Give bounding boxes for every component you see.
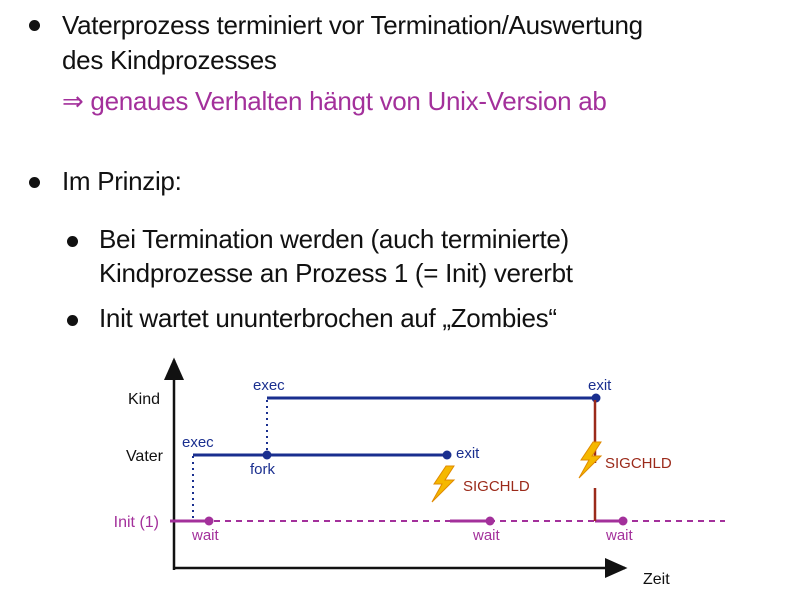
bullet-1-note: ⇒ genaues Verhalten hängt von Unix-Versi… bbox=[62, 86, 607, 116]
row-label-vater: Vater bbox=[126, 448, 164, 465]
vater-exit-label: exit bbox=[456, 445, 480, 462]
bullet-2-text: Im Prinzip: bbox=[62, 166, 182, 196]
wait-dot bbox=[204, 516, 214, 526]
bullet-dot bbox=[29, 177, 40, 188]
row-label-init: Init (1) bbox=[114, 514, 159, 531]
sub-bullet-1-line-2: Kindprozesse an Prozess 1 (= Init) verer… bbox=[99, 258, 573, 288]
wait-dot bbox=[618, 516, 628, 526]
wait-label: wait bbox=[472, 527, 501, 544]
kind-exec-label: exec bbox=[253, 377, 285, 394]
sub-bullet-1-line-1: Bei Termination werden (auch terminierte… bbox=[99, 224, 569, 254]
fork-dot bbox=[262, 450, 272, 460]
sub-bullet-dot bbox=[67, 236, 78, 247]
row-label-kind: Kind bbox=[128, 391, 160, 408]
sub-bullet-2-text: Init wartet ununterbrochen auf „Zombies“ bbox=[99, 303, 557, 333]
lightning-icon bbox=[578, 441, 603, 479]
x-axis-label: Zeit bbox=[643, 571, 670, 588]
bullet-1-line-1: Vaterprozess terminiert vor Termination/… bbox=[62, 10, 643, 40]
vater-exit-dot bbox=[442, 450, 452, 460]
sub-bullet-dot bbox=[67, 315, 78, 326]
sigchld-label: SIGCHLD bbox=[463, 478, 530, 495]
wait-dot bbox=[485, 516, 495, 526]
kind-exit-label: exit bbox=[588, 377, 612, 394]
bullet-dot bbox=[29, 20, 40, 31]
lightning-icon bbox=[431, 465, 456, 503]
wait-label: wait bbox=[191, 527, 220, 544]
fork-label: fork bbox=[250, 461, 276, 478]
vater-exec-label: exec bbox=[182, 434, 214, 451]
bullet-1-line-2: des Kindprozesses bbox=[62, 45, 277, 75]
sigchld-label: SIGCHLD bbox=[605, 455, 672, 472]
wait-label: wait bbox=[605, 527, 634, 544]
